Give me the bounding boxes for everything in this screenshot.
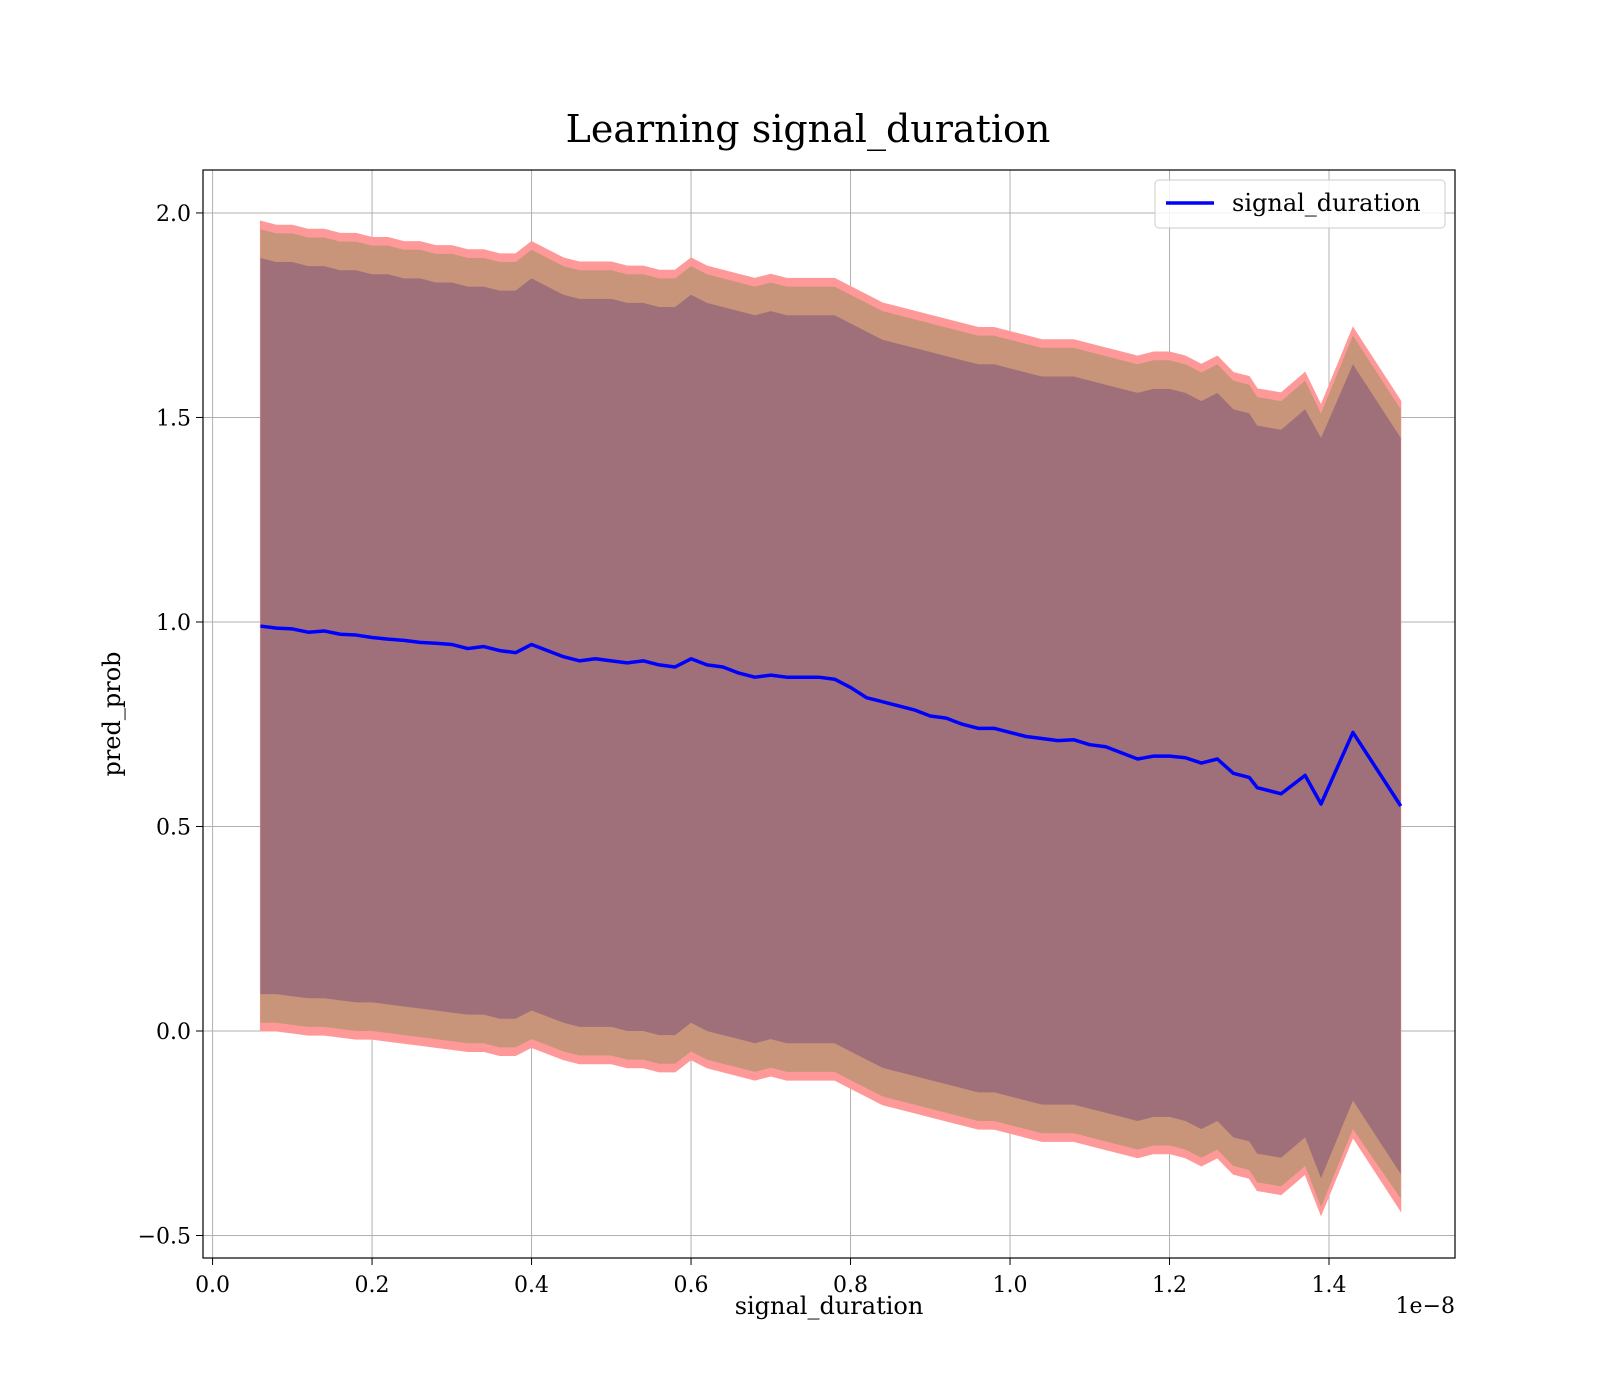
- y-tick-label: 1.0: [156, 611, 191, 636]
- x-tick-label: 0.2: [355, 1273, 390, 1298]
- x-tick-label: 0.0: [195, 1273, 230, 1298]
- x-tick-label: 1.4: [1312, 1273, 1347, 1298]
- y-tick-label: 2.0: [156, 202, 191, 227]
- y-axis: −0.5 0.0 0.5 1.0 1.5 2.0: [138, 202, 203, 1250]
- band-inner: [260, 257, 1401, 1179]
- x-tick-label: 1.2: [1152, 1273, 1187, 1298]
- y-axis-label: pred_prob: [98, 651, 126, 776]
- x-tick-label: 1.0: [993, 1273, 1028, 1298]
- y-tick-label: 1.5: [156, 406, 191, 431]
- series-line-signal-duration: [260, 624, 1403, 807]
- y-tick-label: 0.5: [156, 815, 191, 840]
- legend: signal_duration: [1154, 179, 1446, 229]
- x-tick-label: 0.4: [514, 1273, 549, 1298]
- plot-frame: [202, 169, 1456, 1259]
- y-tick-label: 0.0: [156, 1020, 191, 1045]
- x-axis-label: signal_duration: [735, 1292, 924, 1320]
- x-tick-label: 0.8: [833, 1273, 868, 1298]
- y-tick-label: −0.5: [138, 1225, 191, 1250]
- plot-area: [203, 170, 1455, 1258]
- x-tick-label: 0.6: [674, 1273, 709, 1298]
- chart-title: Learning signal_duration: [566, 107, 1051, 152]
- legend-entry-signal-duration: signal_duration: [1232, 189, 1421, 217]
- x-axis: 0.0 0.2 0.4 0.6 0.8 1.0 1.2 1.4: [195, 1258, 1347, 1298]
- legend-box: [1154, 179, 1446, 229]
- x-axis-offset-label: 1e−8: [1396, 1294, 1455, 1319]
